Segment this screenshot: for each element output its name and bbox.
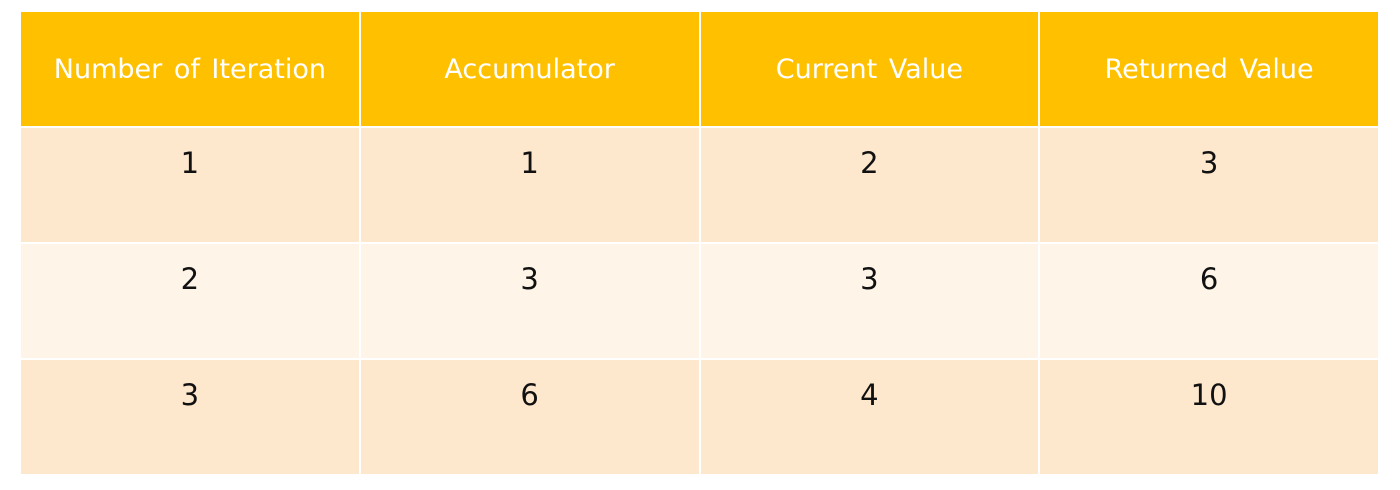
table-cell: 2 <box>19 242 361 360</box>
table-cell: 3 <box>358 242 701 360</box>
table-cell: 1 <box>19 126 361 244</box>
table-cell: 3 <box>19 358 361 476</box>
column-header: Returned Value <box>1038 10 1380 128</box>
table-cell: 10 <box>1038 358 1380 476</box>
table-cell: 6 <box>358 358 701 476</box>
table-row: 3 6 4 10 <box>19 358 1380 476</box>
table-cell: 6 <box>1038 242 1380 360</box>
iteration-table: Number of Iteration Accumulator Current Va… <box>19 10 1380 476</box>
table-cell: 2 <box>698 126 1041 244</box>
table-cell: 4 <box>698 358 1041 476</box>
iteration-table-container: Number of Iteration Accumulator Current Va… <box>19 10 1380 476</box>
table-cell: 3 <box>698 242 1041 360</box>
table-cell: 3 <box>1038 126 1380 244</box>
table-body: 1 1 2 3 2 3 3 6 3 6 4 10 <box>19 126 1380 476</box>
table-cell: 1 <box>358 126 701 244</box>
column-header: Accumulator <box>358 10 701 128</box>
column-header: Current Value <box>698 10 1041 128</box>
table-header: Number of Iteration Accumulator Current Va… <box>19 10 1380 128</box>
column-header: Number of Iteration <box>19 10 361 128</box>
header-row: Number of Iteration Accumulator Current Va… <box>19 10 1380 128</box>
